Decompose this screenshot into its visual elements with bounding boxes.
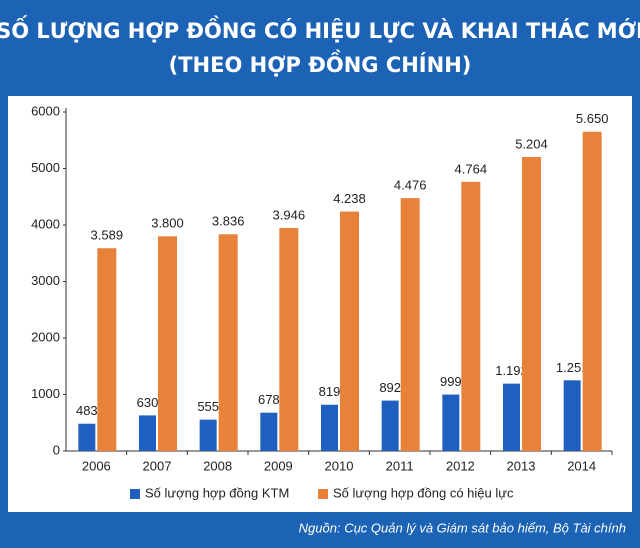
value-label: 5.650 [576, 111, 609, 126]
value-label: 819 [319, 384, 341, 399]
value-label: 4.238 [333, 191, 366, 206]
x-tick-label: 2009 [264, 458, 293, 473]
bar [97, 248, 117, 451]
value-label: 630 [137, 395, 159, 410]
bar [199, 419, 217, 451]
bar [442, 394, 460, 451]
legend-swatch [130, 489, 140, 499]
bar [78, 423, 96, 451]
x-tick-label: 2007 [143, 458, 172, 473]
bar [218, 234, 238, 451]
x-tick-label: 2011 [386, 458, 414, 473]
x-tick-label: 2008 [203, 458, 232, 473]
value-label: 555 [197, 399, 219, 414]
y-tick-label: 3000 [31, 273, 60, 288]
legend-label: Số lượng hợp đồng có hiệu lực [333, 485, 514, 500]
y-tick-label: 6000 [31, 103, 60, 118]
legend-label: Số lượng hợp đồng KTM [145, 485, 289, 500]
y-tick-label: 5000 [31, 160, 60, 175]
value-label: 892 [379, 380, 401, 395]
value-label: 3.589 [91, 228, 124, 243]
chart-subtitle: (THEO HỢP ĐỒNG CHÍNH) [169, 49, 472, 77]
legend-swatch [318, 489, 328, 499]
bar [503, 383, 520, 451]
bar [400, 198, 420, 451]
y-tick-label: 0 [53, 442, 60, 457]
value-label: 3.946 [273, 207, 306, 222]
bar [158, 236, 177, 451]
value-label: 678 [258, 392, 280, 407]
x-tick-label: 2013 [507, 458, 536, 473]
source-note: Nguồn: Cục Quản lý và Giám sát bảo hiểm,… [299, 520, 626, 535]
bar [522, 156, 541, 451]
x-tick-label: 2012 [446, 458, 475, 473]
value-label: 999 [440, 374, 462, 389]
x-tick-label: 2014 [567, 458, 596, 473]
bar [461, 181, 481, 452]
value-label: 1.192 [495, 363, 528, 378]
value-label: 1.251 [556, 360, 589, 375]
y-tick-label: 4000 [31, 216, 60, 231]
bar [582, 131, 602, 451]
value-label: 483 [76, 403, 98, 418]
value-label: 3.800 [151, 216, 184, 231]
chart-title: SỐ LƯỢNG HỢP ĐỒNG CÓ HIỆU LỰC VÀ KHAI TH… [0, 15, 640, 43]
value-label: 5.204 [515, 136, 548, 151]
bar [563, 380, 581, 451]
x-tick-label: 2010 [325, 458, 354, 473]
value-label: 3.836 [212, 214, 245, 229]
bar [321, 404, 338, 451]
bar [139, 415, 156, 451]
y-tick-label: 2000 [31, 329, 60, 344]
y-tick-label: 1000 [31, 386, 60, 401]
bar [381, 400, 399, 451]
bar [260, 412, 278, 451]
bar [340, 211, 359, 451]
bar [279, 228, 299, 451]
value-label: 4.476 [394, 178, 427, 193]
x-tick-label: 2006 [82, 458, 111, 473]
value-label: 4.764 [455, 161, 488, 176]
